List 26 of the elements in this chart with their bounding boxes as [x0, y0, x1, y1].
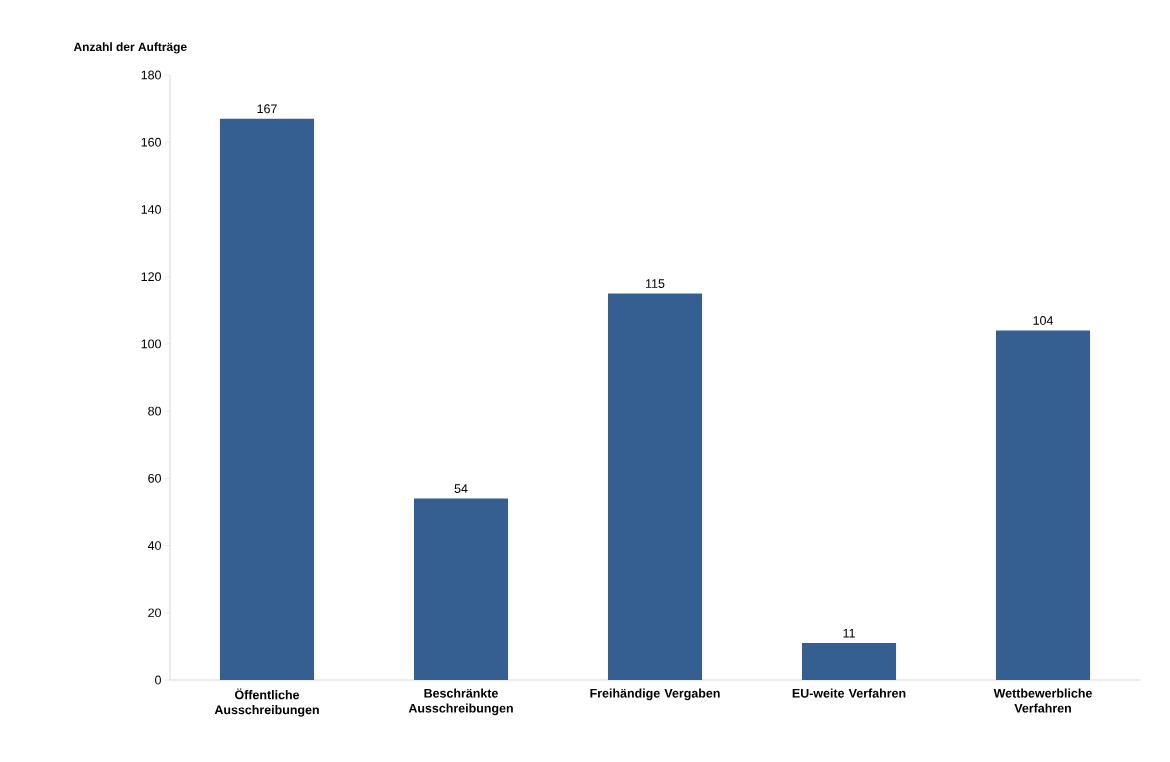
x-tick-label: Wettbewerbliche Verfahren — [993, 688, 1092, 713]
bar — [219, 118, 315, 680]
y-tick-label: 20 — [148, 608, 161, 618]
x-tick-label: EU-weite Verfahren — [792, 688, 906, 698]
bar — [801, 643, 897, 680]
y-tick-label: 40 — [147, 541, 161, 550]
bar — [995, 330, 1091, 680]
x-tick-label: Öffentliche Ausschreibungen — [214, 688, 319, 717]
x-tick-label: Beschränkte Ausschreibungen — [408, 688, 513, 716]
bar — [413, 498, 509, 680]
y-tick-label: 120 — [141, 272, 161, 282]
data-label: 54 — [454, 484, 468, 493]
y-tick-label: 80 — [148, 406, 161, 416]
bar — [607, 293, 703, 680]
y-tick-label: 0 — [155, 675, 161, 685]
y-tick-label: 180 — [141, 70, 161, 80]
y-axis-title: Anzahl der Aufträge — [73, 42, 187, 54]
x-tick-label: Freihändige Vergaben — [590, 688, 720, 701]
data-label: 104 — [1033, 316, 1054, 325]
y-tick-label: 160 — [141, 137, 161, 147]
data-label: 11 — [843, 628, 855, 638]
y-tick-label: 140 — [141, 205, 161, 214]
data-label: 167 — [257, 104, 277, 114]
data-label: 115 — [646, 279, 665, 288]
y-tick-label: 60 — [148, 473, 161, 483]
y-tick-label: 100 — [141, 339, 161, 349]
